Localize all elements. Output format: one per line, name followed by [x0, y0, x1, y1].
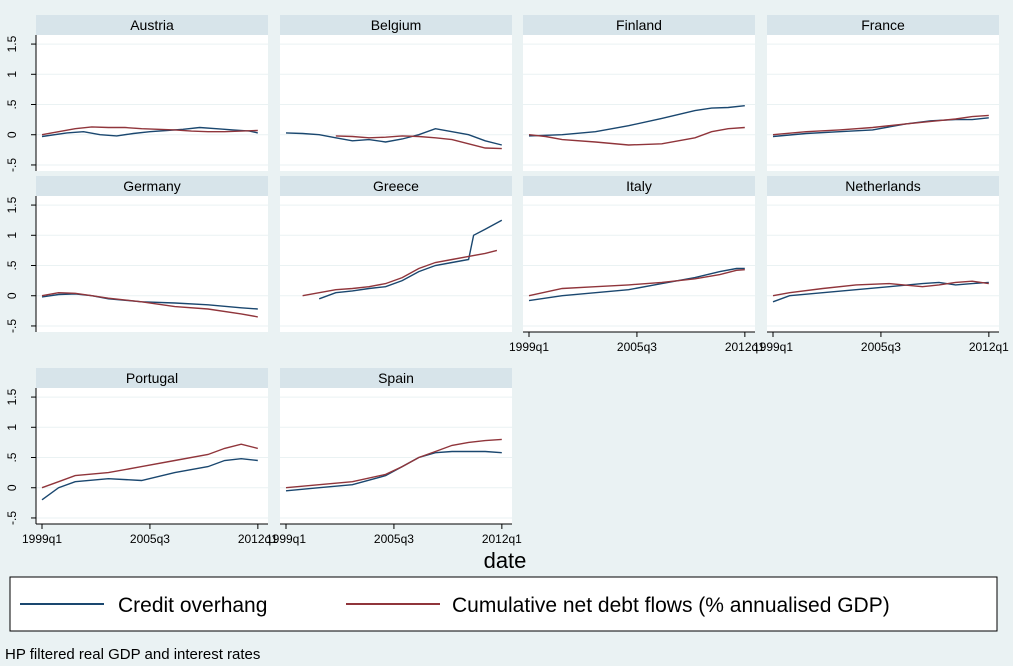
y-tick-label: 1: [5, 232, 19, 239]
y-tick-label: 1.5: [5, 196, 19, 213]
x-tick-label: 1999q1: [266, 532, 306, 546]
panel-title-austria: Austria: [130, 17, 174, 33]
plot-area-greece: [280, 196, 512, 332]
series-line-credit-overhang-greece: [318, 219, 503, 300]
panel-strip-spain: [280, 368, 512, 388]
series-line-cumulative-net-debt-flows-spain: [285, 438, 502, 489]
series-line-cumulative-net-debt-flows-belgium: [335, 135, 502, 150]
x-tick-label: 2005q3: [374, 532, 414, 546]
x-tick-label: 2005q3: [617, 340, 657, 354]
panel-strip-france: [767, 15, 999, 35]
x-tick-label: 1999q1: [509, 340, 549, 354]
panel-spain: Spain 1999q1 2005q3 2012q1: [266, 368, 522, 546]
plot-area-italy: [523, 196, 755, 332]
legend-label-credit-overhang: Credit overhang: [118, 594, 267, 617]
panel-strip-finland: [523, 15, 755, 35]
y-tick-label: -.5: [5, 319, 19, 333]
plot-area-spain: [280, 388, 512, 524]
y-tick-label: 1: [5, 71, 19, 78]
panel-strip-greece: [280, 176, 512, 196]
series-line-credit-overhang-portugal: [41, 457, 258, 501]
panel-title-finland: Finland: [616, 17, 662, 33]
y-tick-label: 1.5: [5, 388, 19, 405]
panel-title-portugal: Portugal: [126, 370, 178, 386]
plot-area-germany: [36, 196, 268, 332]
panel-title-greece: Greece: [373, 178, 419, 194]
panel-strip-belgium: [280, 15, 512, 35]
panel-strip-portugal: [36, 368, 268, 388]
series-line-cumulative-net-debt-flows-germany: [41, 291, 258, 318]
panel-germany: Germany -.5 0 .5 1 1.5: [5, 176, 268, 333]
series-line-credit-overhang-austria: [41, 126, 258, 138]
y-tick-label: -.5: [5, 511, 19, 525]
y-tick-label: .5: [5, 99, 19, 109]
y-tick-label: 1.5: [5, 35, 19, 52]
panel-strip-germany: [36, 176, 268, 196]
legend-box: [9, 576, 998, 632]
figure-note: HP filtered real GDP and interest rates: [5, 646, 260, 663]
panel-belgium: Belgium: [280, 15, 512, 171]
x-tick-label: 1999q1: [22, 532, 62, 546]
panel-portugal: Portugal -.5 0 .5 1 1.5 1999q1 2005q3 2012q1: [5, 368, 278, 546]
y-tick-label: -.5: [5, 158, 19, 172]
panel-title-germany: Germany: [123, 178, 181, 194]
legend: Credit overhang Cumulative net debt flow…: [9, 576, 998, 632]
series-line-cumulative-net-debt-flows-austria: [41, 126, 258, 136]
panel-netherlands: Netherlands 1999q1 2005q3 2012q1: [753, 176, 1009, 354]
panel-title-spain: Spain: [378, 370, 414, 386]
panel-strip-italy: [523, 176, 755, 196]
x-axis-title: date: [484, 548, 527, 573]
y-tick-label: 0: [5, 484, 19, 491]
y-tick-label: .5: [5, 260, 19, 270]
plot-area-netherlands: [767, 196, 999, 332]
panel-strip-austria: [36, 15, 268, 35]
panel-title-belgium: Belgium: [371, 17, 422, 33]
series-line-credit-overhang-finland: [528, 105, 745, 137]
panel-italy: Italy 1999q1 2005q3 2012q1: [509, 176, 765, 354]
series-line-credit-overhang-italy: [528, 267, 745, 302]
plot-area-belgium: [280, 35, 512, 171]
x-tick-label: 2012q1: [969, 340, 1009, 354]
x-tick-label: 2012q1: [238, 532, 278, 546]
series-line-credit-overhang-belgium: [285, 127, 502, 146]
x-tick-label: 2012q1: [725, 340, 765, 354]
plot-area-portugal: [36, 388, 268, 524]
series-line-cumulative-net-debt-flows-netherlands: [772, 280, 989, 297]
panel-france: France: [767, 15, 999, 171]
x-tick-label: 2005q3: [861, 340, 901, 354]
y-tick-label: 1: [5, 424, 19, 431]
y-tick-label: 0: [5, 292, 19, 299]
series-line-cumulative-net-debt-flows-france: [772, 114, 989, 136]
plot-area-finland: [523, 35, 755, 171]
series-line-cumulative-net-debt-flows-portugal: [41, 443, 258, 489]
plot-area-france: [767, 35, 999, 171]
y-tick-label: .5: [5, 452, 19, 462]
legend-label-cumulative-net-debt-flows: Cumulative net debt flows (% annualised …: [452, 594, 890, 617]
panel-austria: Austria -.5 0 .5 1 1.5: [5, 15, 268, 172]
panel-title-france: France: [861, 17, 905, 33]
panel-title-netherlands: Netherlands: [845, 178, 921, 194]
x-tick-label: 1999q1: [753, 340, 793, 354]
panel-finland: Finland: [523, 15, 755, 171]
series-line-cumulative-net-debt-flows-greece: [302, 249, 498, 297]
series-line-cumulative-net-debt-flows-finland: [528, 126, 745, 146]
panel-strip-netherlands: [767, 176, 999, 196]
x-tick-label: 2012q1: [482, 532, 522, 546]
panel-title-italy: Italy: [626, 178, 652, 194]
x-tick-label: 2005q3: [130, 532, 170, 546]
panel-greece: Greece: [280, 176, 512, 332]
series-line-cumulative-net-debt-flows-italy: [528, 269, 745, 297]
y-tick-label: 0: [5, 131, 19, 138]
plot-area-austria: [36, 35, 268, 171]
